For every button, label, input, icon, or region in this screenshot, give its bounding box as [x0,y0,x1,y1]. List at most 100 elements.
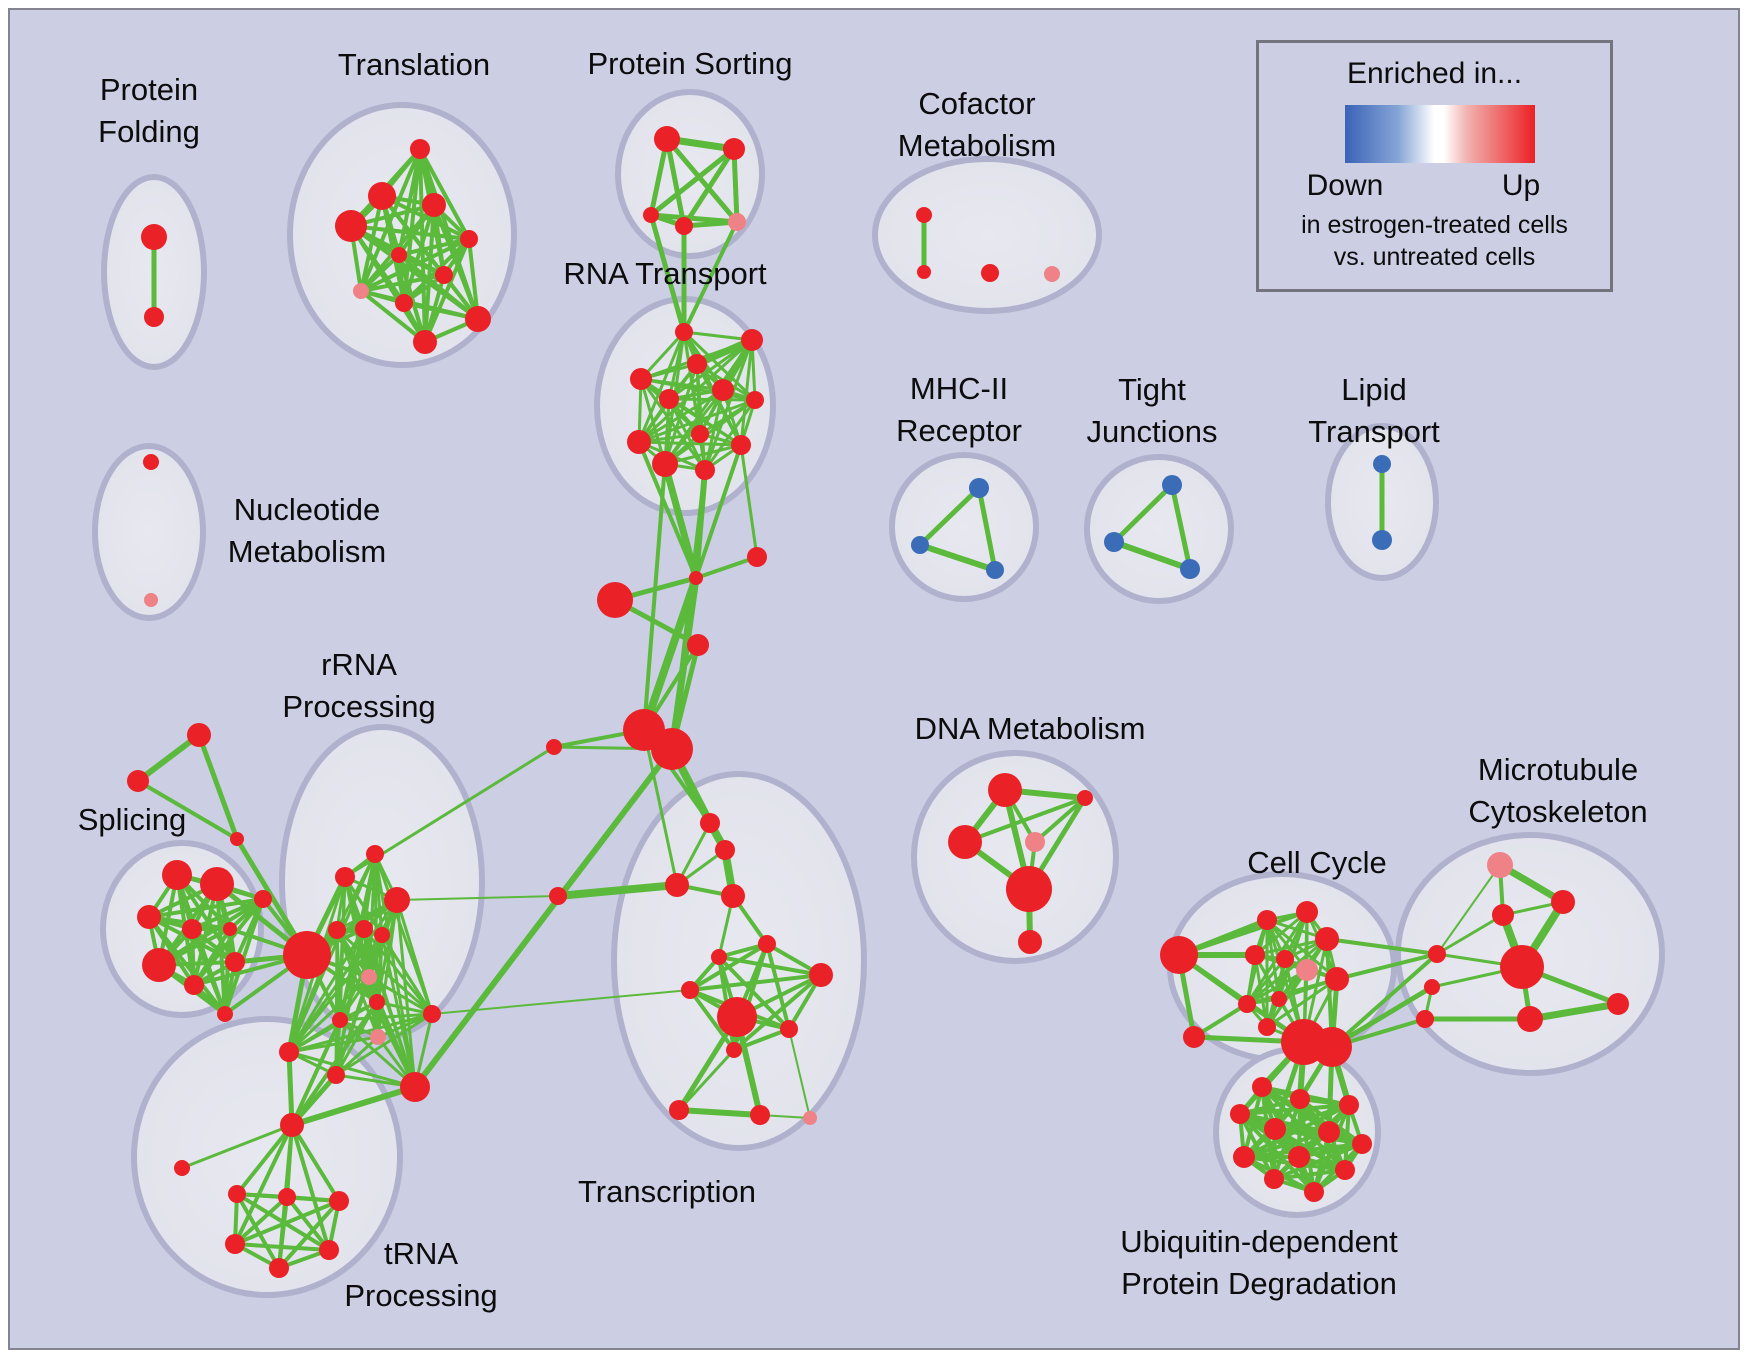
edge-cc3-cc4 [1253,937,1329,957]
edge-rr4-rr14 [335,928,434,1016]
node-mtj [1428,945,1446,963]
node-cc5 [1276,950,1294,968]
edge-r11-c2 [661,460,700,582]
edge-ub6-ub8 [1242,1130,1331,1159]
node-s3 [230,832,244,846]
edge-r6-r9 [637,388,725,444]
node-c7 [546,739,562,755]
edge-tx7-tx11 [717,955,791,1031]
node-tx14 [750,1105,770,1125]
edge-tnh-rr9 [290,1018,342,1127]
node-r4 [687,354,707,374]
edge-tn2-tn4 [233,1195,289,1246]
node-m1 [969,478,989,498]
edge-tj2-tj3 [1111,539,1193,572]
edge-mtj-mt3 [1435,913,1505,956]
node-cf3 [981,264,999,282]
node-tn3 [329,1191,349,1211]
node-ps2 [723,138,745,160]
edge-t4-t10 [432,203,480,321]
node-tn0 [174,1160,190,1176]
edge-r11-c5 [642,462,667,732]
node-lt1 [1373,455,1391,473]
node-cc1 [1257,910,1277,930]
edge-r7-r12 [703,398,757,472]
edge-tx12-tx13 [677,1048,736,1112]
node-dn2 [1077,790,1093,806]
nodes [127,126,1629,1278]
node-g2 [1312,1027,1352,1067]
node-cc4 [1245,945,1265,965]
node-dn4 [1025,832,1045,852]
edge-rr8-rr14 [375,1000,434,1016]
edge-rr9-rr11 [287,1018,342,1054]
node-ub12 [1304,1182,1324,1202]
edge-mtj-g2 [1330,952,1439,1049]
edge-mtj-cc3 [1325,937,1439,956]
node-r1 [675,323,693,341]
node-mt8 [1416,1010,1434,1028]
edge-rr4-rr12 [334,928,339,1077]
node-rr6 [374,927,390,943]
node-r6 [712,379,734,401]
node-t6 [391,247,407,263]
node-ps4 [675,217,693,235]
node-t2 [368,182,396,210]
network-canvas [92,89,1665,1298]
node-nm1 [143,454,159,470]
edge-t6-t10 [397,253,480,321]
node-tx13 [669,1100,689,1120]
edge-tn4-tn5 [233,1242,331,1252]
node-tx1 [700,813,720,833]
node-sp5 [223,922,237,936]
edge-tn3-tn4 [233,1199,341,1246]
node-mt3 [1492,904,1514,926]
node-ps3 [643,207,659,223]
node-cc3 [1315,927,1339,951]
edge-rr9-rr13 [338,1018,417,1089]
edge-t5-t11 [423,237,471,344]
edge-ps3-r1 [648,212,687,335]
node-t9 [395,294,413,312]
node-s2 [127,770,149,792]
node-sp8 [254,890,272,908]
node-tn4 [225,1234,245,1254]
cluster-ellipse-cofactor-metabolism [872,156,1102,314]
node-r8 [691,425,709,443]
edge-rr7-rr14 [367,975,434,1016]
edge-rr6-rr11 [287,933,384,1054]
node-tn1 [228,1185,246,1203]
node-rr7 [361,969,377,985]
node-tx6 [758,935,776,953]
node-rr14 [423,1005,441,1023]
node-tn5 [319,1240,339,1260]
node-tn2 [278,1188,296,1206]
edge-t5-t6 [397,237,471,257]
cluster-ellipses [92,89,1665,1298]
edge-s2-s3 [136,779,239,841]
cluster-ellipse-tight-junctions [1084,454,1234,604]
edge-rr10-rr12 [334,1035,380,1077]
node-tx2 [715,840,735,860]
node-dn6 [1018,930,1042,954]
node-ub6 [1318,1121,1340,1143]
node-r12 [695,460,715,480]
node-rr3 [384,887,410,913]
node-cf2 [917,265,931,279]
edge-tj1-tj2 [1111,482,1175,545]
node-ub10 [1335,1160,1355,1180]
node-hub [283,931,331,979]
edge-tnh-tn5 [290,1123,331,1252]
figure-panel: Protein Folding Translation Protein Sorting… [8,8,1740,1350]
edge-r10-c2 [694,443,743,580]
node-tx12 [726,1042,742,1058]
edge-sp4-sp8 [190,897,265,931]
edge-c2-c5 [640,574,700,734]
node-tj1 [1162,475,1182,495]
node-t7 [435,266,453,284]
node-c3 [597,582,633,618]
edge-mtj-cc7 [1335,952,1439,981]
node-cf1 [916,207,932,223]
node-mt1 [1487,852,1513,878]
